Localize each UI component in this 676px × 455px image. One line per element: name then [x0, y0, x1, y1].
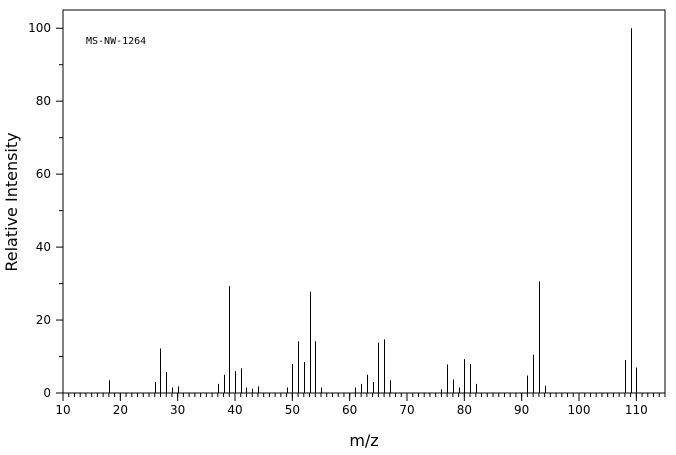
x-axis-ticks: 10 20 30 40 50 60 70 80 90 100 110: [55, 393, 648, 417]
x-axis-label: m/z: [349, 431, 378, 450]
x-tick-label: 90: [514, 403, 529, 417]
x-tick-label: 50: [285, 403, 300, 417]
y-tick-label: 20: [36, 313, 51, 327]
y-axis-ticks: 0 20 40 60 80 100: [28, 21, 63, 400]
x-tick-label: 80: [457, 403, 472, 417]
y-tick-label: 40: [36, 240, 51, 254]
x-tick-label: 30: [170, 403, 185, 417]
x-minor-ticks: [62, 393, 666, 397]
spectrum-peaks: [109, 28, 637, 393]
x-tick-label: 10: [55, 403, 70, 417]
x-tick-label: 60: [342, 403, 357, 417]
y-tick-label: 80: [36, 94, 51, 108]
y-axis-label: Relative Intensity: [2, 132, 21, 271]
x-tick-label: 40: [227, 403, 242, 417]
y-tick-label: 60: [36, 167, 51, 181]
x-tick-label: 70: [399, 403, 414, 417]
x-tick-label: 110: [625, 403, 648, 417]
spectrum-id-annotation: MS-NW-1264: [86, 36, 146, 47]
y-tick-label: 100: [28, 21, 51, 35]
x-tick-label: 20: [113, 403, 128, 417]
plot-frame: [62, 9, 666, 394]
y-tick-label: 0: [43, 386, 51, 400]
x-tick-label: 100: [568, 403, 591, 417]
